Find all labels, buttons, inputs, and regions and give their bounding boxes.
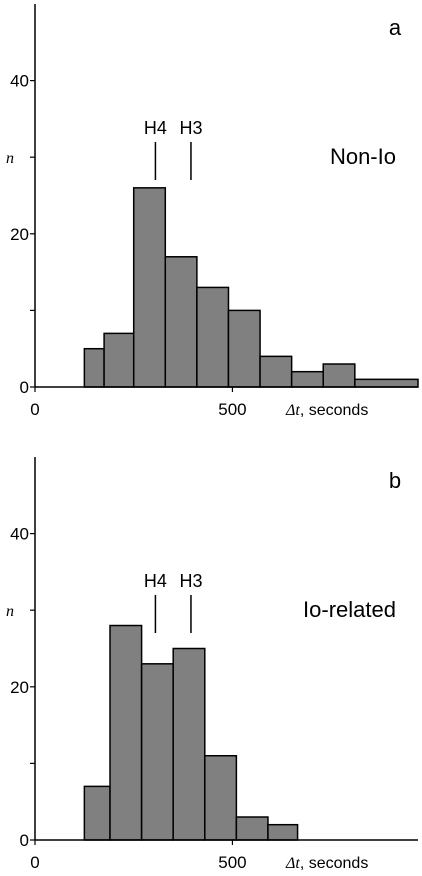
x-axis-symbol: Δt xyxy=(285,855,300,872)
x-tick-label: 0 xyxy=(30,400,39,419)
marker-label: H3 xyxy=(179,571,202,591)
histogram-bar xyxy=(290,370,324,388)
histogram-bar xyxy=(132,187,167,388)
histogram-bar xyxy=(172,647,206,841)
histogram-bar xyxy=(259,355,293,388)
x-tick-label: 500 xyxy=(218,853,246,872)
histogram-bar xyxy=(140,663,174,841)
x-axis-unit: , seconds xyxy=(300,402,368,419)
y-axis-label: n xyxy=(6,150,14,167)
histogram-bar xyxy=(196,286,230,388)
panel-label: a xyxy=(389,15,402,40)
x-axis-label: Δt, seconds xyxy=(285,855,368,872)
histogram-bar xyxy=(109,624,143,841)
panel-label: b xyxy=(389,468,401,493)
marker-label: H4 xyxy=(144,571,167,591)
histogram-bar xyxy=(354,378,419,388)
marker-label: H3 xyxy=(179,118,202,138)
histogram-bar xyxy=(235,816,269,841)
histogram-bar xyxy=(267,823,299,841)
x-tick-label: 0 xyxy=(30,853,39,872)
histogram-bar xyxy=(204,754,238,841)
histogram-bar xyxy=(322,363,356,388)
x-axis-label: Δt, seconds xyxy=(285,402,368,419)
histogram-bar xyxy=(83,347,105,388)
x-axis-symbol: Δt xyxy=(285,402,300,419)
x-axis-unit: , seconds xyxy=(300,855,368,872)
y-tick-label: 0 xyxy=(20,378,29,397)
panel-title: Non-Io xyxy=(330,144,396,169)
x-tick-label: 500 xyxy=(218,400,246,419)
y-tick-label: 0 xyxy=(20,831,29,850)
chart-panel-b: 0 20 40 0 500 n Δt, seconds b Io-related H4 H3 xyxy=(6,457,418,872)
chart-panel-a: 0 20 40 0 500 n Δt, seconds a Non-Io H4 H3 xyxy=(6,4,419,419)
histogram-bar xyxy=(83,785,111,841)
y-axis-label: n xyxy=(6,603,14,620)
histogram-bar xyxy=(227,309,261,388)
histogram-bar xyxy=(103,332,135,388)
histogram-bar xyxy=(164,256,198,388)
y-tick-label: 40 xyxy=(10,72,29,91)
marker-label: H4 xyxy=(144,118,167,138)
y-tick-label: 40 xyxy=(10,525,29,544)
y-tick-label: 20 xyxy=(10,225,29,244)
panel-title: Io-related xyxy=(303,597,396,622)
y-tick-label: 20 xyxy=(10,678,29,697)
